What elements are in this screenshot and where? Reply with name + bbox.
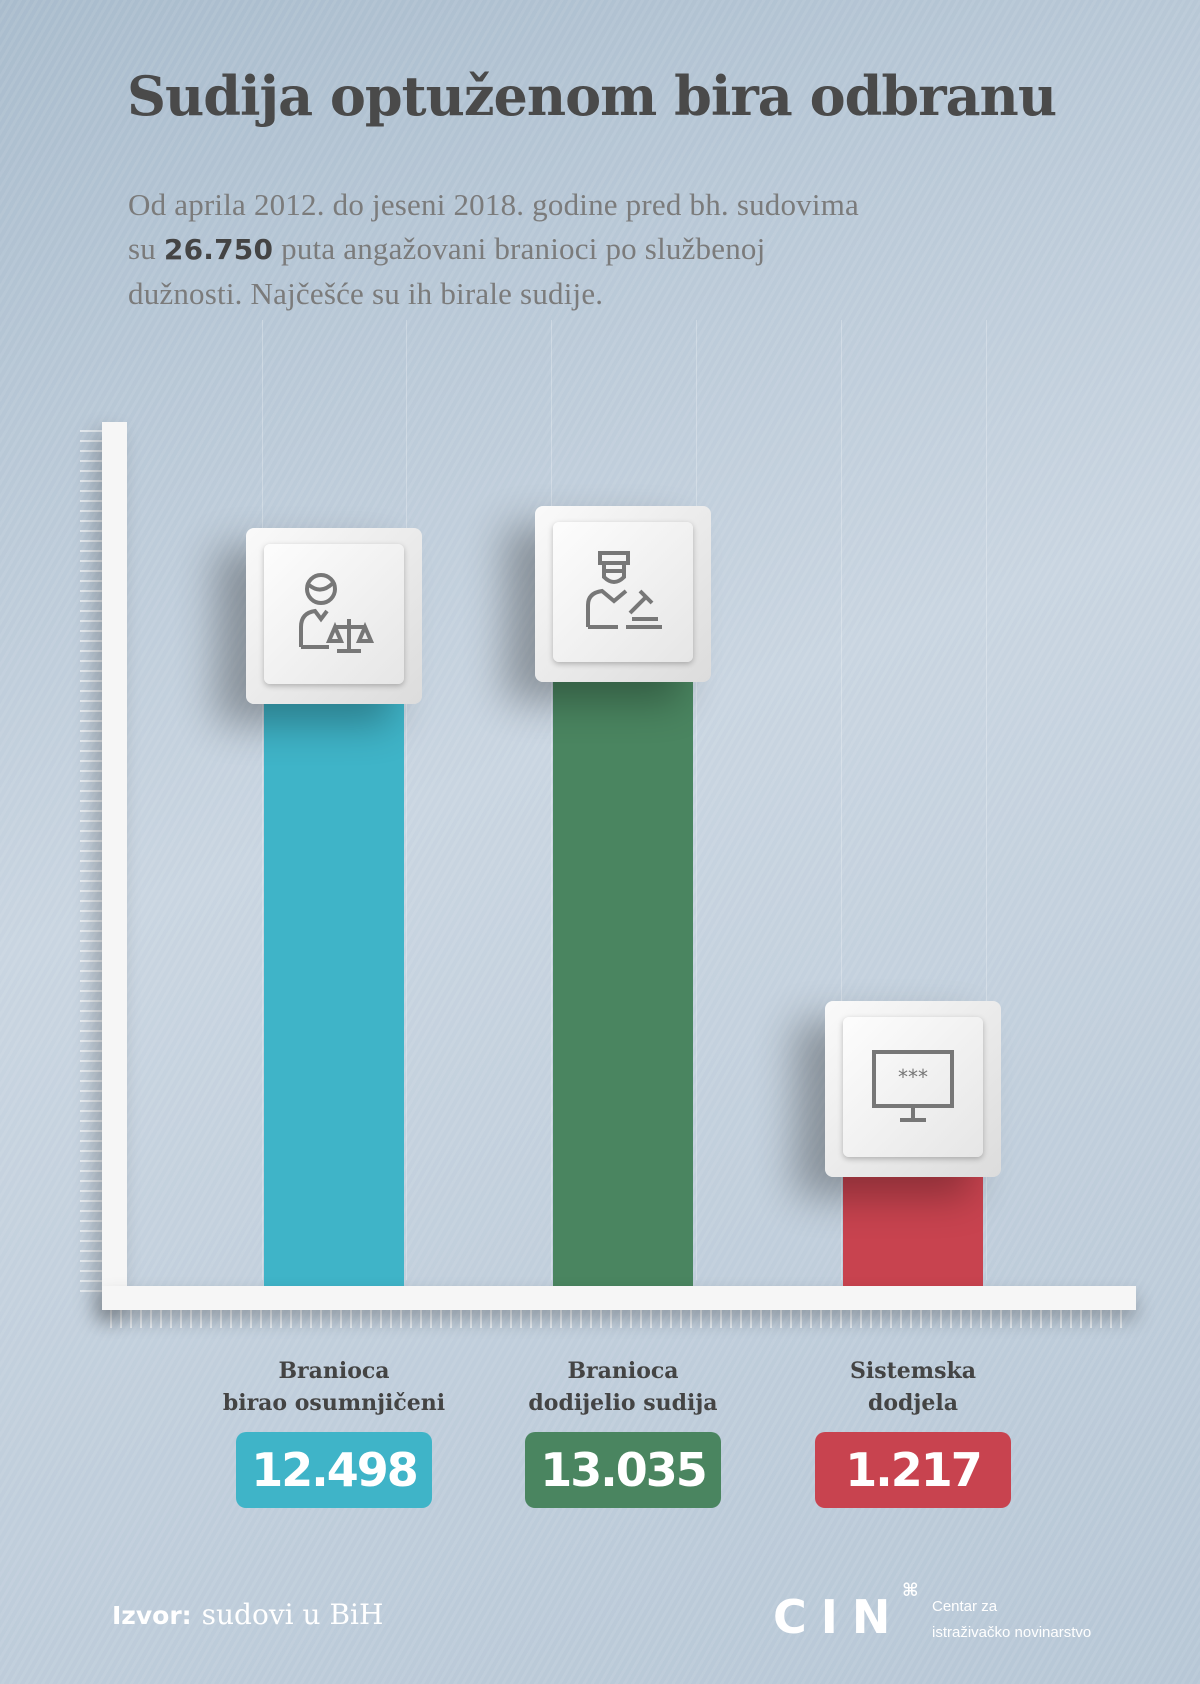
- subtitle: Od aprila 2012. do jeseni 2018. godine p…: [128, 183, 1088, 316]
- svg-text:***: ***: [898, 1065, 928, 1089]
- subtitle-line: dužnosti. Najčešće su ih birale sudije.: [128, 276, 604, 311]
- category-label: Branioca birao osumnjičeni: [204, 1355, 464, 1419]
- subtitle-text: su: [128, 231, 164, 266]
- subtitle-line: Od aprila 2012. do jeseni 2018. godine p…: [128, 187, 859, 222]
- value-label: 13.035: [525, 1432, 721, 1508]
- category-label-line: birao osumnjičeni: [222, 1390, 446, 1416]
- category-label-line: dodijelio sudija: [528, 1390, 718, 1416]
- guide-line: [262, 320, 263, 1280]
- source: Izvor: sudovi u BiH: [112, 1598, 383, 1631]
- source-label: Izvor:: [112, 1601, 192, 1630]
- guide-line: [551, 320, 552, 1280]
- computer-password-icon: ***: [843, 1017, 983, 1157]
- category-label-line: Branioca: [567, 1358, 679, 1384]
- x-axis-ticks: [110, 1310, 1130, 1328]
- category-label-line: dodjela: [867, 1390, 958, 1416]
- x-axis: [102, 1286, 1136, 1310]
- category-label: Sistemska dodjela: [783, 1355, 1043, 1419]
- icon-card: [535, 505, 711, 682]
- bar-3: [843, 1175, 983, 1286]
- icon-card: ***: [825, 1001, 1001, 1177]
- total-count: 26.750: [163, 233, 274, 266]
- icon-card: [246, 528, 422, 705]
- value-label: 1.217: [815, 1432, 1011, 1508]
- guide-line: [406, 320, 407, 1280]
- guide-line: [696, 320, 697, 1280]
- y-axis-ticks: [80, 430, 102, 1300]
- subtitle-text: puta angažovani branioci po službenoj: [273, 231, 766, 266]
- page-title: Sudija optuženom bira odbranu: [127, 64, 1057, 128]
- guide-line: [986, 320, 987, 1280]
- org-name-line: Centar za: [932, 1598, 998, 1615]
- cin-logo: CIN: [773, 1590, 905, 1644]
- bar-1: [264, 702, 404, 1286]
- category-label-line: Branioca: [278, 1358, 390, 1384]
- category-label-line: Sistemska: [850, 1358, 976, 1384]
- org-name: Centar za istraživačko novinarstvo: [932, 1594, 1091, 1646]
- value-label: 12.498: [236, 1432, 432, 1508]
- y-axis: [102, 422, 127, 1310]
- guide-line: [841, 320, 842, 1280]
- category-label: Branioca dodijelio sudija: [493, 1355, 753, 1419]
- subtitle-line: su 26.750 puta angažovani branioci po sl…: [128, 227, 1088, 272]
- lawyer-scales-icon: [264, 544, 404, 685]
- org-name-line: istraživačko novinarstvo: [932, 1624, 1092, 1641]
- bar-2: [553, 679, 693, 1286]
- source-text: sudovi u BiH: [201, 1598, 384, 1631]
- cin-logo-mark-icon: ⌘: [902, 1580, 919, 1601]
- judge-gavel-icon: [553, 521, 693, 662]
